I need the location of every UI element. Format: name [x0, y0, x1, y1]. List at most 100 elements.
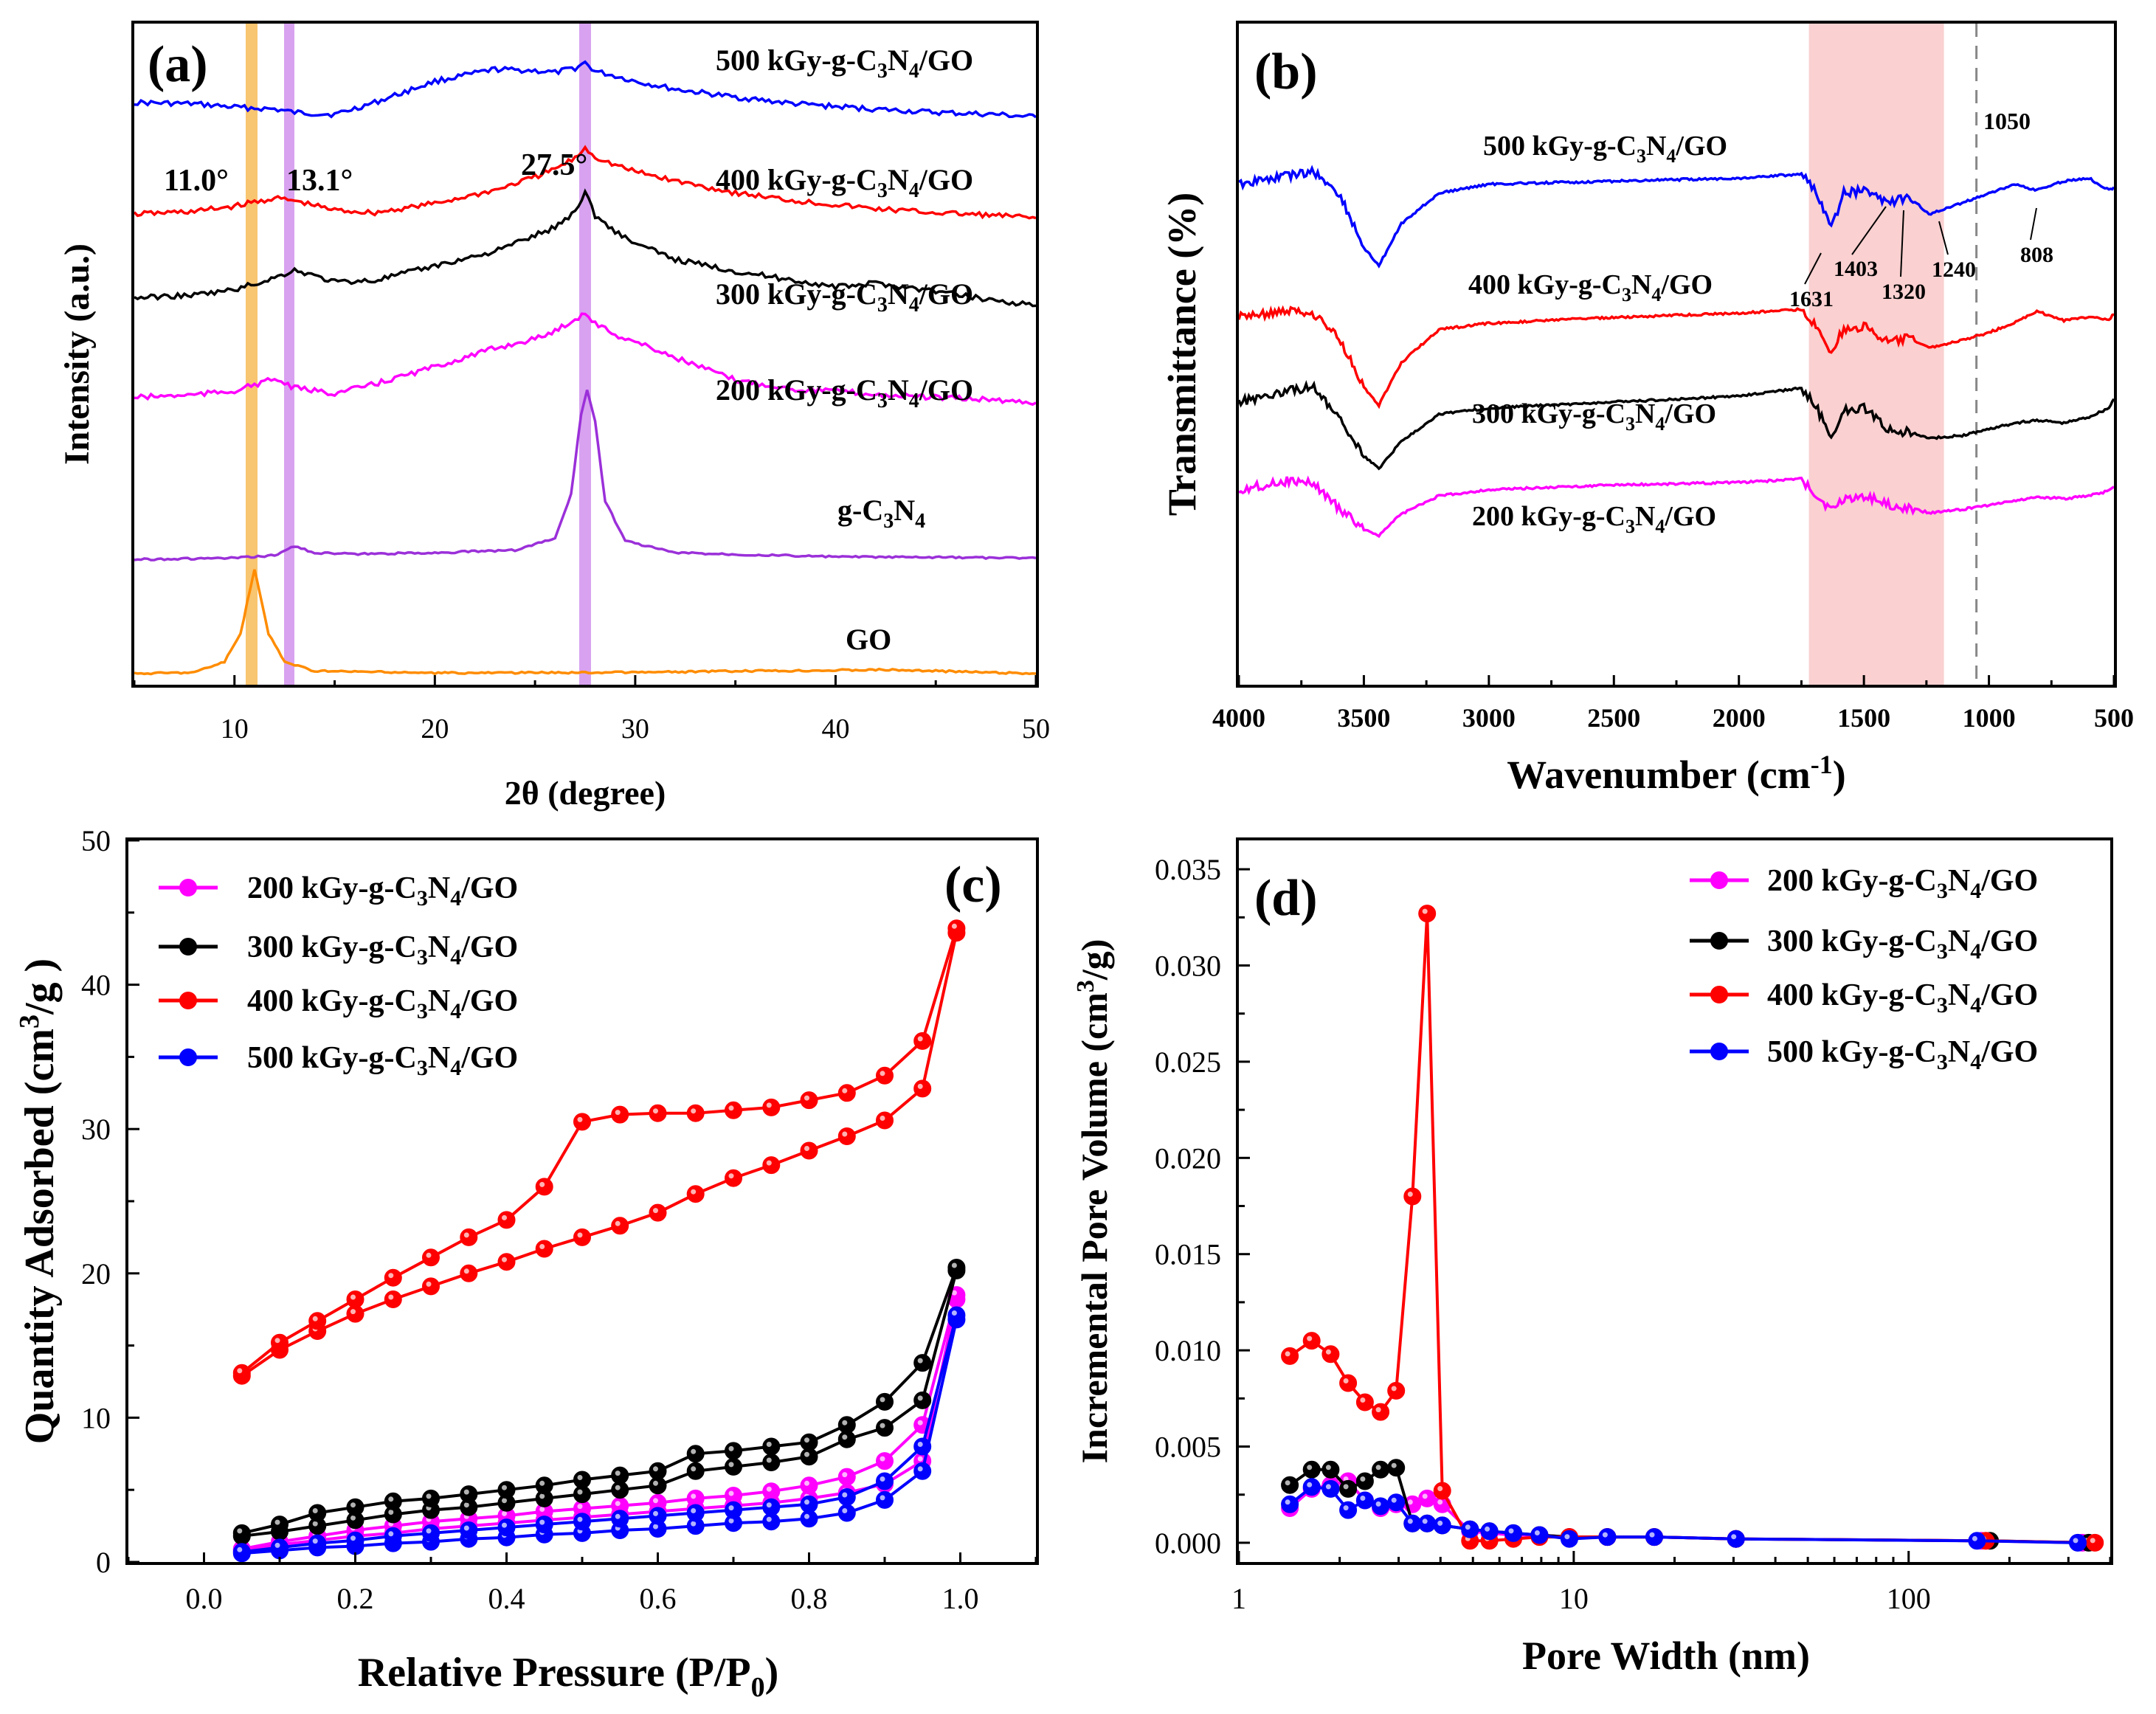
panel-c-point-300 — [800, 1433, 818, 1451]
panel-c-point-highlight — [274, 1338, 280, 1344]
panel-d-point-highlight — [1375, 1407, 1381, 1413]
panel-c-point-300 — [573, 1471, 591, 1489]
panel-c-point-400 — [422, 1248, 440, 1267]
panel-d-point-500 — [1560, 1530, 1578, 1548]
panel-c-point-highlight — [804, 1480, 809, 1486]
panel-d-point-500 — [1480, 1522, 1499, 1541]
panel-c-point-highlight — [766, 1457, 772, 1463]
panel-c-point-highlight — [766, 1502, 772, 1508]
panel-a-xtick-label: 30 — [621, 713, 649, 744]
panel-d-point-highlight — [1422, 1493, 1428, 1499]
panel-c-point-highlight — [312, 1538, 318, 1544]
panel-d-point-400 — [1433, 1482, 1451, 1500]
panel-c-point-200 — [800, 1476, 818, 1495]
panel-c-point-highlight — [842, 1434, 848, 1440]
panel-b-xtick-label: 500 — [2094, 703, 2134, 733]
panel-d-point-500 — [1281, 1495, 1299, 1513]
panel-c-point-highlight — [312, 1316, 318, 1321]
panel-c-point-highlight — [274, 1519, 280, 1525]
panel-d-point-highlight — [1422, 908, 1428, 914]
panel-c-point-500 — [422, 1524, 440, 1542]
panel-c-point-highlight — [502, 1485, 507, 1490]
panel-c-point-highlight — [917, 1442, 923, 1447]
svg-text:500 kGy-g-C3N4/GO: 500 kGy-g-C3N4/GO — [1767, 1035, 2038, 1074]
panel-c-point-300 — [725, 1457, 742, 1476]
panel-a-series-200 — [134, 312, 1037, 407]
panel-d-point-highlight — [1508, 1528, 1514, 1534]
panel-c-point-400 — [876, 1066, 894, 1085]
panel-c-point-highlight — [312, 1508, 318, 1513]
panel-a-band-13 — [284, 24, 294, 686]
panel-c-point-400 — [497, 1211, 516, 1229]
panel-c-point-highlight — [766, 1160, 772, 1166]
panel-c-point-highlight — [728, 1505, 734, 1511]
panel-d-legend-marker-500 — [1710, 1043, 1728, 1060]
panel-c-point-highlight — [728, 1105, 734, 1111]
panel-d-point-highlight — [2073, 1538, 2079, 1544]
panel-c-ytick-label: 50 — [81, 824, 111, 857]
panel-c-point-400 — [573, 1113, 591, 1131]
panel-c-point-highlight — [653, 1510, 658, 1516]
panel-d-point-400 — [1321, 1345, 1340, 1364]
panel-b-axes: 4000 3500 3000 2500 2000 1500 1000 500 — [1212, 675, 2134, 733]
panel-c-point-highlight — [463, 1232, 469, 1238]
panel-b-curve-label-400: 400 kGy-g-C3N4/GO — [1468, 269, 1713, 305]
panel-c-point-highlight — [917, 1358, 923, 1364]
panel-c-point-highlight — [842, 1508, 848, 1513]
panel-d-xtick-label: 1 — [1231, 1582, 1246, 1615]
panel-c-point-highlight — [842, 1472, 848, 1478]
panel-c-point-400 — [725, 1101, 742, 1119]
panel-c-point-highlight — [917, 1420, 923, 1426]
panel-c-point-200 — [762, 1482, 781, 1501]
panel-c-point-500 — [611, 1510, 629, 1528]
panel-c-point-highlight — [804, 1451, 809, 1457]
panel-c-point-highlight — [842, 1492, 848, 1498]
panel-c-point-highlight — [917, 1466, 923, 1472]
panel-d-point-highlight — [1391, 1386, 1397, 1392]
panel-d-point-highlight — [1343, 1378, 1349, 1383]
panel-c-point-highlight — [274, 1542, 280, 1548]
panel-d-point-highlight — [1325, 1484, 1331, 1490]
panel-c-legend-entry-200: 200 kGy-g-C3N4/GO — [159, 871, 518, 910]
panel-d-legend-entry-300: 300 kGy-g-C3N4/GO — [1690, 925, 2038, 964]
panel-c-point-highlight — [577, 1489, 583, 1495]
panel-c-point-highlight — [691, 1521, 697, 1527]
panel-c-point-highlight — [653, 1498, 658, 1504]
panel-c-point-highlight — [691, 1466, 697, 1472]
panel-c-point-highlight — [917, 1083, 923, 1089]
panel-c-point-500 — [535, 1516, 553, 1534]
panel-c-point-300 — [947, 1259, 966, 1276]
panel-c-point-300 — [762, 1437, 781, 1456]
panel-a-curve-label-gc3n4: g-C3N4 — [837, 494, 925, 533]
panel-c-point-highlight — [615, 1110, 621, 1116]
panel-a-curve-label-200: 200 kGy-g-C3N4/GO — [716, 373, 973, 412]
panel-c-ytick-label: 40 — [81, 969, 111, 1002]
panel-d-point-400 — [1281, 1347, 1299, 1365]
panel-c-point-400 — [460, 1228, 478, 1246]
panel-c-point-500 — [913, 1462, 932, 1480]
panel-c-point-highlight — [951, 1310, 957, 1316]
panel-c-point-highlight — [577, 1232, 583, 1238]
panel-a-ylabel: Intensity (a.u.) — [58, 243, 97, 465]
panel-d-point-500 — [1968, 1532, 1986, 1550]
panel-c-point-400 — [649, 1203, 667, 1222]
panel-d-point-500 — [1355, 1491, 1374, 1510]
panel-c-point-500 — [649, 1507, 667, 1525]
panel-a-series — [133, 60, 1037, 676]
panel-c-point-highlight — [728, 1173, 734, 1179]
panel-b-peak-1631: 1631 — [1789, 287, 1834, 311]
panel-a-series-gc3n4 — [134, 390, 1037, 561]
panel-c-point-highlight — [653, 1108, 658, 1114]
panel-d-legend-entry-500: 500 kGy-g-C3N4/GO — [1690, 1035, 2038, 1074]
panel-c-point-300 — [686, 1462, 705, 1480]
panel-d-point-400 — [1339, 1374, 1358, 1392]
panel-c-point-500 — [271, 1538, 288, 1557]
panel-c-point-highlight — [917, 1456, 923, 1462]
panel-c-point-400 — [611, 1217, 629, 1235]
panel-c-point-300 — [308, 1504, 327, 1522]
panel-b-series-500 — [1238, 165, 2115, 269]
panel-c-point-400 — [725, 1169, 742, 1187]
panel-c-point-highlight — [426, 1493, 432, 1499]
panel-c-point-highlight — [388, 1531, 394, 1537]
panel-d-point-highlight — [1343, 1484, 1349, 1490]
